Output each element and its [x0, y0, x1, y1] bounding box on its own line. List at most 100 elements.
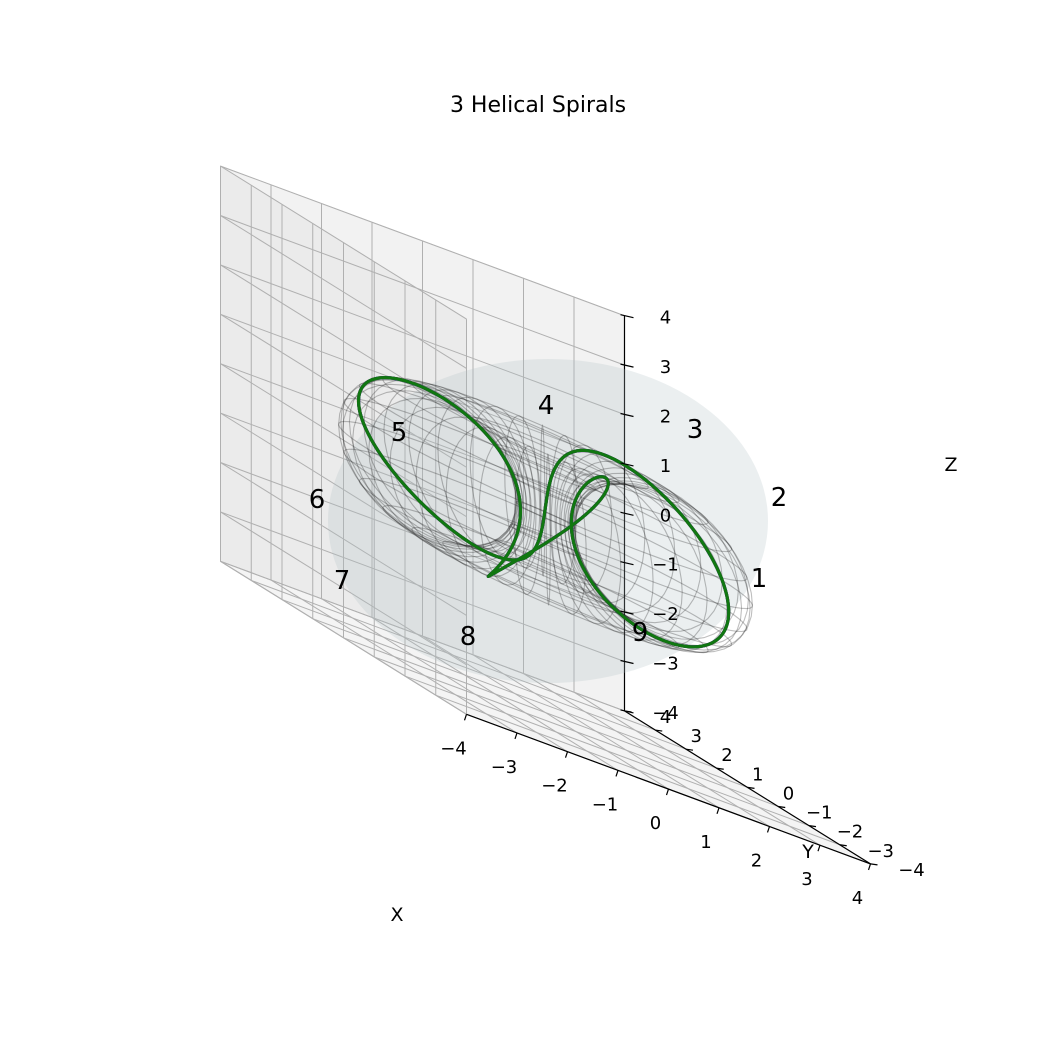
y-tick-label: −1 [806, 803, 833, 824]
chart-title: 3 Helical Spirals [450, 93, 626, 118]
z-tick-label: 4 [660, 308, 671, 329]
x-tick-label: −4 [440, 738, 467, 759]
torus-meridian [338, 379, 517, 548]
gridline [220, 264, 625, 415]
z-tick [620, 511, 634, 516]
torus-parallel [494, 444, 597, 491]
annotation-8: 8 [460, 622, 477, 652]
torus-meridian [469, 405, 536, 563]
x-tick [514, 732, 518, 740]
gridline [220, 363, 625, 514]
z-tick [620, 363, 634, 368]
torus-parallel [411, 526, 680, 649]
x-tick-label: −3 [491, 757, 518, 778]
y-tick-label: 1 [752, 764, 763, 785]
torus-surface [328, 359, 768, 683]
x-tick [867, 863, 872, 871]
y-tick-label: 4 [660, 707, 671, 728]
y-tick [808, 825, 817, 828]
axis-labels: X Y Z [390, 454, 957, 926]
y-tick [839, 844, 847, 847]
annotation-9: 9 [632, 618, 649, 648]
torus-meridian [554, 444, 613, 594]
torus-meridian [574, 483, 751, 653]
z-tick-label: 2 [660, 407, 671, 428]
y-tick [655, 729, 663, 732]
x-tick [817, 844, 821, 852]
x-tick [766, 826, 771, 833]
y-tick-label: −4 [898, 860, 925, 881]
x-tick-label: 0 [650, 813, 661, 834]
torus-meridian [342, 383, 518, 550]
z-tick [620, 462, 634, 467]
y-tick-label: −2 [837, 822, 864, 843]
x-tick-label: 1 [700, 832, 711, 853]
annotation-4: 4 [538, 391, 555, 421]
torus-meridian [550, 461, 587, 615]
x-tick-label: −1 [592, 794, 619, 815]
torus-parallel [343, 448, 748, 633]
x-axis-label: X [390, 904, 403, 926]
torus-meridian [564, 477, 683, 641]
torus-meridian [574, 482, 753, 651]
annotation-7: 7 [334, 566, 351, 596]
z-tick-label: 1 [660, 456, 671, 477]
torus-meridian [549, 435, 578, 585]
z-tick-label: −3 [652, 654, 679, 675]
gridline [220, 264, 467, 419]
gridline [573, 691, 821, 846]
torus-parallel [471, 416, 620, 485]
y-tick [624, 710, 632, 713]
gridline [523, 673, 770, 827]
torus-meridian [513, 445, 542, 595]
gridline [343, 637, 748, 788]
spiral-curves [356, 376, 731, 649]
torus-parallel [442, 540, 649, 636]
gridline [220, 313, 625, 465]
gridline [472, 654, 720, 809]
torus-parallel [494, 539, 597, 586]
x-tick [716, 807, 720, 814]
y-axis-label: Y [801, 841, 814, 863]
gridline [220, 215, 467, 369]
annotation-5: 5 [391, 418, 408, 448]
x-tick-label: −2 [541, 776, 568, 797]
annotation-3: 3 [687, 415, 704, 445]
y-tick [747, 786, 755, 789]
torus-meridian [445, 426, 532, 578]
torus-meridian [567, 467, 702, 624]
torus-meridian [545, 452, 551, 607]
z-tick-label: −2 [652, 604, 679, 625]
torus-parallel [382, 505, 709, 654]
y-tick [778, 805, 786, 809]
z-tick-label: 3 [660, 357, 671, 378]
x-tick [564, 751, 569, 758]
gridline [220, 313, 467, 468]
y-tick [716, 767, 724, 770]
z-tick [620, 314, 634, 319]
torus-meridian [504, 415, 541, 569]
torus-meridian [415, 416, 528, 570]
torus-parallel [471, 545, 620, 614]
y-tick-label: 0 [783, 783, 794, 804]
z-tick [620, 412, 634, 418]
z-tick-label: −1 [652, 555, 679, 576]
z-tick-label: −4 [652, 703, 679, 724]
x-tick [615, 770, 619, 777]
gridline [220, 560, 625, 712]
gridline [220, 215, 625, 366]
torus-meridian [389, 406, 524, 563]
y-tick [685, 748, 694, 751]
gridline [281, 599, 687, 750]
gridline [220, 363, 467, 518]
x-tick [665, 788, 670, 796]
z-tick [620, 659, 634, 665]
spiral-line-3 [356, 376, 731, 649]
torus-shade [328, 359, 768, 683]
y-tick-label: 3 [691, 726, 702, 747]
annotation-1: 1 [751, 564, 768, 594]
x-tick-label: 4 [852, 888, 863, 909]
torus-meridian [572, 483, 743, 654]
torus-parallel [411, 381, 680, 504]
